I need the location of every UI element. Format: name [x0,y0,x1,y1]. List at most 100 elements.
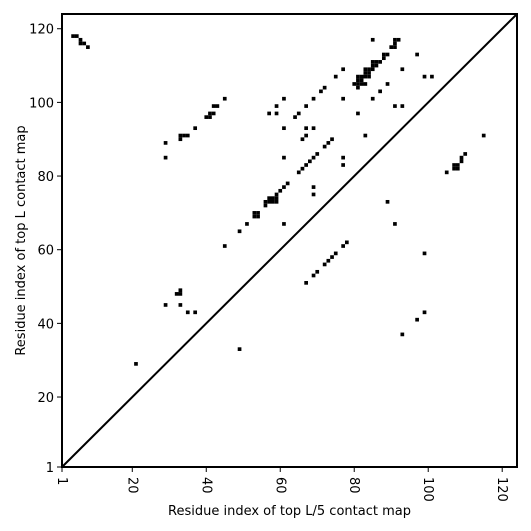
contact-point [393,41,397,46]
contact-point [352,82,357,86]
y-tick-label: 20 [37,391,54,406]
contact-point [82,41,87,46]
contact-point [393,45,397,49]
x-tick-label: 40 [198,477,213,494]
y-tick-label: 120 [29,23,54,38]
contact-point [282,185,286,189]
contact-point [300,166,305,171]
contact-point [378,60,382,64]
y-tick-label: 60 [37,244,54,259]
y-axis-label: Residue index of top L contact map [14,125,29,355]
contact-point [71,34,75,38]
contact-point [356,82,360,86]
contact-point [333,251,338,256]
contact-point [452,163,456,167]
contact-point [455,163,460,167]
contact-point [455,166,460,171]
contact-point [263,199,268,204]
contact-point [326,258,331,263]
contact-point [315,152,320,156]
contact-point [304,163,308,167]
contact-point [204,115,209,119]
contact-point [311,185,316,189]
contact-point [341,96,345,101]
contact-point [163,141,168,145]
contact-point [174,292,179,296]
contact-point [400,332,405,337]
contact-point [396,37,401,42]
contact-point [370,67,375,72]
contact-point [422,310,427,315]
contact-point [400,67,405,72]
contact-point [400,104,405,108]
contact-point [326,141,331,145]
contact-point [134,362,138,366]
contact-point [285,181,290,186]
contact-point [296,111,301,116]
contact-point [393,104,397,108]
contact-point [319,89,323,94]
contact-point [385,199,390,204]
contact-point [363,71,368,75]
contact-point [300,137,305,142]
contact-point [341,244,345,248]
contact-point [282,126,286,131]
contact-point [363,133,368,138]
contact-point [274,104,279,108]
x-axis-ticks: 1 20 40 60 80 100 120 [54,467,509,502]
contact-point [430,74,434,79]
contact-point [271,196,275,200]
contact-point [370,60,375,64]
contact-point [185,310,190,315]
contact-point [385,82,390,86]
contact-point [344,240,349,245]
contact-point [333,74,338,79]
y-tick-label: 40 [37,317,54,332]
contact-point [315,269,320,274]
plot-frame [61,13,518,468]
y-tick-label: 100 [29,96,54,111]
contact-point [422,251,427,256]
contact-point [193,126,198,131]
contact-point [370,96,375,101]
contact-point [341,67,345,72]
contact-point [282,155,286,160]
x-tick-label: 60 [272,477,287,494]
contact-point [215,104,220,108]
contact-point [481,133,486,138]
contact-point [222,244,227,248]
contact-point [278,188,283,193]
contact-point [367,67,371,72]
contact-point [256,214,260,219]
contact-point [367,71,371,75]
contact-point [163,155,168,160]
contact-point [271,199,275,204]
contact-point [374,63,379,68]
contact-point [393,37,397,42]
contact-point [363,82,368,86]
contact-point [363,74,368,79]
contact-point [304,281,308,285]
x-tick-label: 1 [54,477,69,485]
contact-point [311,126,316,131]
contact-point [74,34,79,38]
contact-point [293,115,297,119]
contact-point [422,74,427,79]
contact-point [463,152,468,156]
contact-point [311,273,316,278]
contact-points [71,34,486,366]
contact-point [178,292,183,296]
contact-point [370,37,375,42]
contact-point [381,52,386,57]
contact-point [378,89,382,94]
contact-point [311,155,316,160]
x-axis-label: Residue index of top L/5 contact map [168,504,411,519]
contact-point [245,222,249,226]
y-tick-label: 1 [46,461,54,476]
contact-point [208,111,212,116]
contact-point [267,199,271,204]
contact-point [237,347,242,351]
contact-point [356,74,360,79]
